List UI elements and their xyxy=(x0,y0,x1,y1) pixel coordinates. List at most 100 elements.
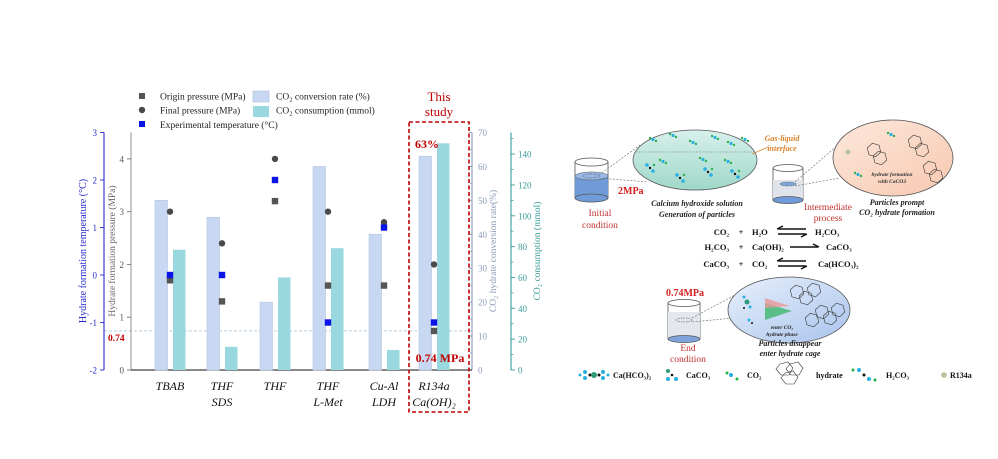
beaker-intermediate xyxy=(772,164,804,204)
particle xyxy=(703,167,707,171)
prompt-caption-line1: Particles prompt xyxy=(870,198,925,207)
legend-icon-caco3 xyxy=(666,369,678,381)
final-pressure-point xyxy=(271,155,279,163)
pressure-tick-label: 3 xyxy=(120,207,125,217)
conversion-tick-label: 40 xyxy=(478,230,488,240)
pressure-tick-label: 2 xyxy=(120,260,125,270)
forward-arrow-icon xyxy=(790,243,820,248)
final-pressure-point xyxy=(380,219,388,226)
series-conversion-bar xyxy=(154,155,432,371)
particle xyxy=(704,159,708,163)
hydrate-formation-ellipse xyxy=(832,119,954,197)
legend-label-ca-hco3: Ca(HCO₃)₂ xyxy=(613,371,652,380)
hydrate-cage-icon xyxy=(872,150,888,166)
category-label: THF xyxy=(211,379,234,393)
reverse-arrow-icon xyxy=(776,225,806,230)
final-pressure-point xyxy=(430,261,438,268)
hydrate-cage-icon xyxy=(822,310,838,326)
temperature-tick-label: 2 xyxy=(93,176,98,186)
temperature-tick-label: -2 xyxy=(90,366,98,376)
consumption-tick-label: 140 xyxy=(518,150,532,160)
equation-1: CO₂ + H₂O H₂CO₃ xyxy=(714,227,840,237)
solution-caption-line2: Generation of particles xyxy=(659,210,735,219)
initial-condition-line1: Initial xyxy=(589,209,612,219)
legend-swatch-consumption xyxy=(253,106,269,117)
particle xyxy=(746,139,750,143)
particle xyxy=(654,139,658,143)
particle xyxy=(648,136,652,140)
hydrate-cage-icon xyxy=(806,282,822,298)
particle xyxy=(716,137,720,141)
category-label: R134a xyxy=(417,379,449,393)
conversion-tick-label: 0 xyxy=(478,366,483,376)
particle xyxy=(710,167,714,171)
hydrate-cage-icon xyxy=(789,284,805,300)
particle xyxy=(747,318,751,322)
equation-2-reactant-b: Ca(OH)₂ xyxy=(752,242,784,252)
particle xyxy=(681,179,685,183)
legend-label-co2: CO₂ xyxy=(747,371,762,380)
particle xyxy=(706,170,710,174)
conversion-bar xyxy=(368,233,382,371)
particle xyxy=(698,156,702,160)
particle xyxy=(736,175,740,179)
particle xyxy=(691,140,695,145)
particle xyxy=(713,135,717,140)
inset-label-line1: hydrate formation xyxy=(871,172,912,178)
particle xyxy=(742,295,746,299)
legend-icon-h2co3 xyxy=(851,368,877,382)
equation-1-reactant-a: CO₂ xyxy=(714,227,730,237)
this-study-label-line1: This xyxy=(427,89,450,104)
chart-marks: -2-1012301234010203040506070020406080100… xyxy=(90,128,533,409)
particle xyxy=(729,141,733,146)
consumption-bar xyxy=(387,349,400,370)
equation-3-product: Ca(HCO₃)₂ xyxy=(818,259,859,269)
consumption-tick-label: 20 xyxy=(518,335,528,345)
intermediate-line2: process xyxy=(814,214,843,224)
legend-icon-hydrate xyxy=(775,361,804,385)
particle xyxy=(743,307,745,309)
legend-label-caco3: CaCO₃ xyxy=(686,371,711,380)
particle xyxy=(748,305,752,309)
conversion-axis-title: CO₂ hydrate conversion rate(%) xyxy=(488,190,499,312)
hydrate-cage-icon xyxy=(922,160,938,176)
series-pressure-scatter xyxy=(166,155,438,268)
consumption-tick-label: 60 xyxy=(518,273,528,283)
legend-icon-r134a xyxy=(941,372,947,378)
equation-3-plus: + xyxy=(739,259,744,269)
equation-1-product: H₂CO₃ xyxy=(815,227,840,237)
origin-pressure-point xyxy=(166,277,174,284)
particle xyxy=(651,137,655,142)
category-label: Ca(OH)₂ xyxy=(412,395,456,409)
pressure-axis: 0 1 2 3 4 xyxy=(120,132,132,376)
end-condition-line2: condition xyxy=(670,355,706,365)
inset-label-line2: with CaCO3 xyxy=(878,179,906,185)
origin-pressure-point xyxy=(380,282,388,289)
equation-3-reactant-a: CaCO₃ xyxy=(703,259,729,269)
reaction-arrows xyxy=(776,225,820,270)
temperature-tick-label: 0 xyxy=(93,271,98,281)
particle xyxy=(730,169,734,173)
consumption-bar xyxy=(225,346,238,370)
particle xyxy=(859,174,863,178)
chart-legend: Origin pressure (MPa) Final pressure (MP… xyxy=(138,90,375,131)
consumption-axis-title: CO₂ consumption (mmol) xyxy=(532,202,543,301)
particle xyxy=(675,173,679,177)
forward-arrow-icon xyxy=(778,233,808,238)
particle xyxy=(694,142,698,146)
initial-condition-line2: condition xyxy=(582,221,618,231)
particle xyxy=(845,149,851,155)
legend-marker-final-pressure xyxy=(138,106,146,114)
conversion-bar xyxy=(259,301,273,371)
origin-pressure-point xyxy=(324,282,332,289)
temperature-axis: -2 -1 0 1 2 3 xyxy=(90,128,105,376)
equation-3-reactant-b: CO₂ xyxy=(752,259,768,269)
particle xyxy=(732,143,736,147)
particle xyxy=(751,322,753,324)
consumption-bar xyxy=(437,143,450,370)
particle xyxy=(661,159,665,164)
particle xyxy=(648,166,652,170)
temperature-tick-label: -1 xyxy=(90,318,98,328)
consumption-tick-label: 40 xyxy=(518,304,528,314)
